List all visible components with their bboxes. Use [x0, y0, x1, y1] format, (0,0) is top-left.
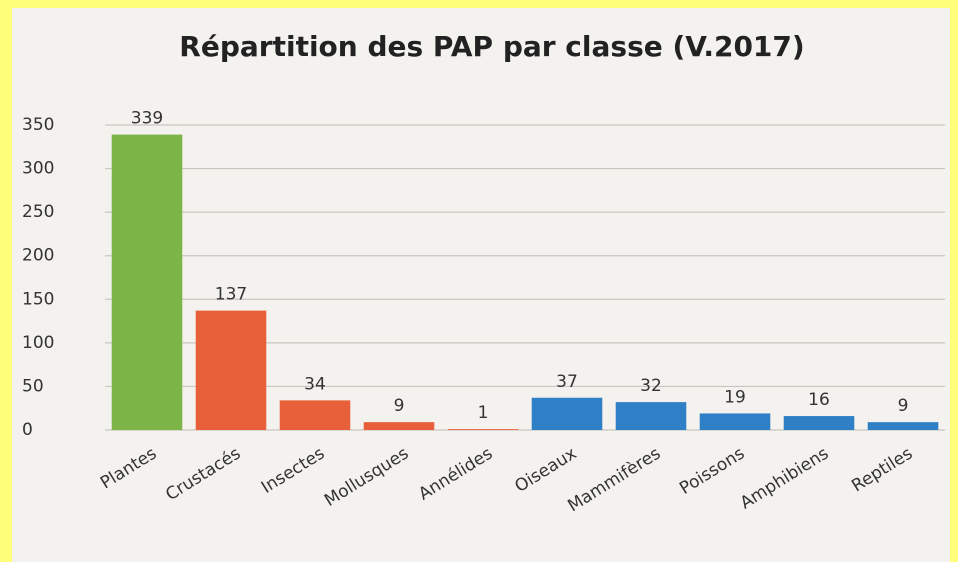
x-tick-label: Oiseaux: [511, 444, 580, 497]
x-tick-label: Mollusques: [321, 443, 412, 510]
value-label: 37: [556, 372, 578, 392]
y-tick-label: 50: [22, 376, 44, 396]
value-label: 339: [131, 109, 163, 129]
chart-title: Répartition des PAP par classe (V.2017): [179, 30, 804, 63]
x-tick-label: Poissons: [676, 443, 748, 498]
bar: [279, 400, 351, 430]
y-tick-label: 300: [22, 159, 54, 179]
value-label: 9: [898, 396, 909, 416]
x-tick-label: Mammifères: [564, 443, 664, 516]
x-tick-label: Reptiles: [848, 443, 916, 496]
bar: [447, 429, 519, 430]
value-label: 32: [640, 376, 662, 396]
screenshot-frame: Répartition des PAP par classe (V.2017) …: [12, 8, 950, 562]
y-tick-label: 350: [22, 115, 54, 135]
y-tick-label: 100: [22, 333, 54, 353]
x-tick-label: Plantes: [97, 443, 160, 493]
bar: [531, 397, 603, 430]
y-tick-label: 150: [22, 289, 54, 309]
bar: [111, 134, 183, 430]
x-tick-label: Amphibiens: [737, 443, 833, 513]
y-tick-label: 200: [22, 246, 54, 266]
x-tick-label: Insectes: [258, 443, 328, 497]
value-label: 137: [215, 285, 247, 305]
value-label: 34: [304, 374, 326, 394]
value-label: 1: [478, 403, 489, 423]
bar: [195, 310, 267, 430]
y-tick-label: 0: [22, 420, 33, 440]
y-tick-label: 250: [22, 202, 54, 222]
value-label: 9: [394, 396, 405, 416]
bar: [615, 402, 687, 430]
bar: [699, 413, 771, 430]
bar: [783, 416, 855, 430]
bar: [363, 422, 435, 430]
bar: [867, 422, 939, 430]
value-label: 19: [724, 387, 746, 407]
value-label: 16: [808, 390, 830, 410]
chart: Répartition des PAP par classe (V.2017) …: [22, 30, 945, 516]
x-tick-label: Crustacés: [162, 443, 244, 505]
x-tick-label: Annélides: [415, 443, 496, 504]
